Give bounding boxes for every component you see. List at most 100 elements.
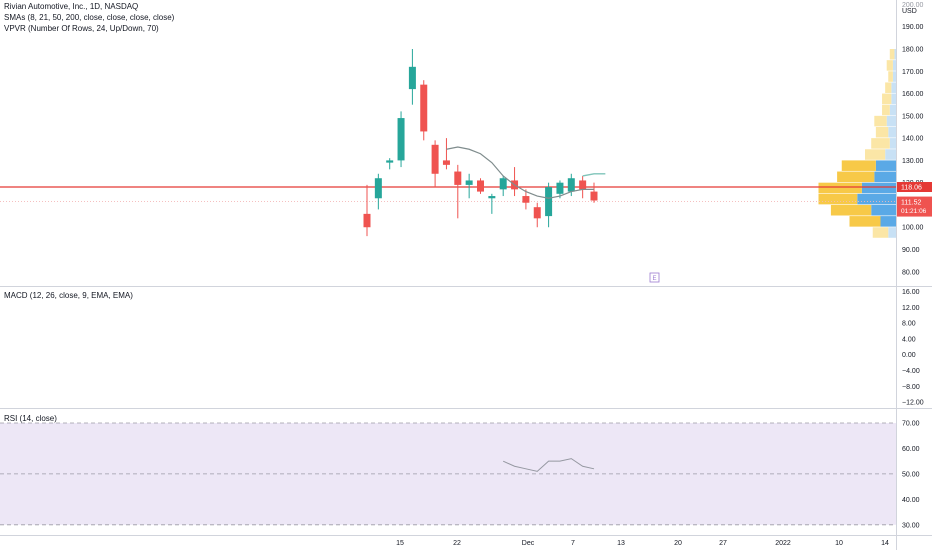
volume-profile-up-bar — [889, 138, 896, 149]
price-tick-label: 190.00 — [902, 24, 924, 31]
time-axis-label: 20 — [674, 540, 682, 547]
macd-tick-label: 0.00 — [902, 352, 916, 359]
candle-body — [567, 178, 575, 192]
price-tick-label: 180.00 — [902, 47, 924, 54]
volume-profile-down-bar — [837, 171, 875, 183]
price-tick-label: 200.00 — [902, 2, 924, 9]
rsi-tick-label: 60.00 — [902, 446, 920, 453]
last-price-label: 118.06 — [901, 185, 922, 192]
candle-body — [386, 160, 394, 163]
price-tick-label: 170.00 — [902, 69, 924, 76]
volume-profile-down-bar — [841, 160, 876, 171]
candle-body — [442, 160, 450, 165]
time-axis-label: 2022 — [775, 540, 791, 547]
candle-body — [545, 187, 553, 217]
volume-profile-up-bar — [888, 126, 896, 138]
time-axis-label: Dec — [522, 540, 535, 547]
rsi-legend[interactable]: RSI (14, close) — [4, 414, 57, 423]
volume-profile-up-bar — [871, 204, 896, 216]
volume-profile-down-bar — [818, 193, 858, 205]
volume-profile-up-bar — [891, 93, 896, 105]
rsi-tick-label: 50.00 — [902, 471, 920, 478]
earnings-marker[interactable]: E — [649, 272, 660, 283]
time-axis-label: 13 — [617, 540, 625, 547]
bar-countdown: 01:21:06 — [901, 208, 927, 215]
sma-line — [446, 146, 594, 199]
macd-tick-label: 16.00 — [902, 289, 920, 296]
volume-profile-up-bar — [889, 104, 896, 116]
volume-profile-down-bar — [888, 71, 893, 82]
volume-profile-down-bar — [865, 149, 886, 160]
rsi-line — [502, 458, 595, 472]
rsi-tick-label: 40.00 — [902, 497, 920, 504]
macd-tick-label: −4.00 — [902, 368, 920, 375]
volume-profile-up-bar — [894, 49, 896, 60]
price-tick-label: 160.00 — [902, 91, 924, 98]
volume-profile-down-bar — [830, 204, 872, 216]
time-axis-label: 15 — [396, 540, 404, 547]
volume-profile-down-bar — [889, 49, 895, 60]
candle-body — [420, 84, 428, 132]
candle-body — [408, 66, 416, 90]
candle-body — [590, 191, 598, 201]
volume-profile-up-bar — [874, 171, 896, 183]
last-price-badge — [897, 182, 932, 193]
candle-body — [431, 144, 439, 174]
price-tick-label: 80.00 — [902, 269, 920, 276]
time-axis-label: 7 — [571, 540, 575, 547]
macd-tick-label: −8.00 — [902, 384, 920, 391]
volume-profile-down-bar — [849, 216, 881, 227]
volume-profile-up-bar — [857, 193, 896, 205]
candle-body — [488, 196, 496, 199]
macd-tick-label: 12.00 — [902, 305, 920, 312]
volume-profile-up-bar — [892, 60, 896, 71]
candle-body — [374, 178, 382, 199]
candle-body — [499, 178, 507, 190]
price-tick-label: 140.00 — [902, 136, 924, 143]
rsi-tick-label: 30.00 — [902, 522, 920, 529]
time-axis-label: 27 — [719, 540, 727, 547]
volume-profile-up-bar — [880, 216, 896, 227]
candle-body — [579, 180, 587, 190]
candle-body — [454, 171, 462, 185]
price-tick-label: 150.00 — [902, 113, 924, 120]
macd-tick-label: 8.00 — [902, 321, 916, 328]
volume-profile-up-bar — [886, 115, 896, 127]
volume-profile-up-bar — [891, 82, 896, 93]
macd-legend[interactable]: MACD (12, 26, close, 9, EMA, EMA) — [4, 291, 133, 300]
time-axis-label: 14 — [881, 540, 889, 547]
sma-legend[interactable]: SMAs (8, 21, 50, 200, close, close, clos… — [4, 13, 175, 22]
volume-profile-down-bar — [874, 115, 887, 127]
volume-profile-down-bar — [871, 138, 890, 149]
price-tick-label: 90.00 — [902, 247, 920, 254]
sma-line-projection — [582, 173, 606, 177]
volume-profile-up-bar — [861, 182, 896, 194]
candle-body — [465, 180, 473, 185]
second-price-label: 111.52 — [901, 199, 921, 206]
volume-profile-up-bar — [875, 160, 896, 171]
symbol-title: Rivian Automotive, Inc., 1D, NASDAQ — [4, 2, 139, 11]
rsi-tick-label: 70.00 — [902, 421, 920, 428]
candle-body — [556, 182, 564, 194]
candle-body — [477, 180, 484, 192]
earnings-marker-label: E — [653, 276, 657, 282]
price-tick-label: 100.00 — [902, 225, 924, 232]
volume-profile-up-bar — [888, 227, 896, 238]
volume-profile-up-bar — [885, 149, 896, 160]
volume-profile-down-bar — [885, 82, 892, 93]
candle-body — [363, 213, 371, 228]
volume-profile-down-bar — [818, 182, 862, 194]
volume-profile-down-bar — [882, 104, 890, 116]
currency-label: USD — [902, 8, 917, 15]
candle-body — [522, 196, 530, 203]
second-price-badge — [897, 196, 932, 217]
volume-profile-down-bar — [872, 227, 889, 238]
volume-profile-down-bar — [882, 93, 892, 105]
vpvr-legend[interactable]: VPVR (Number Of Rows, 24, Up/Down, 70) — [4, 24, 159, 33]
candle-body — [397, 118, 405, 161]
macd-tick-label: 4.00 — [902, 336, 916, 343]
time-axis-label: 10 — [835, 540, 843, 547]
candle-body — [533, 207, 541, 219]
